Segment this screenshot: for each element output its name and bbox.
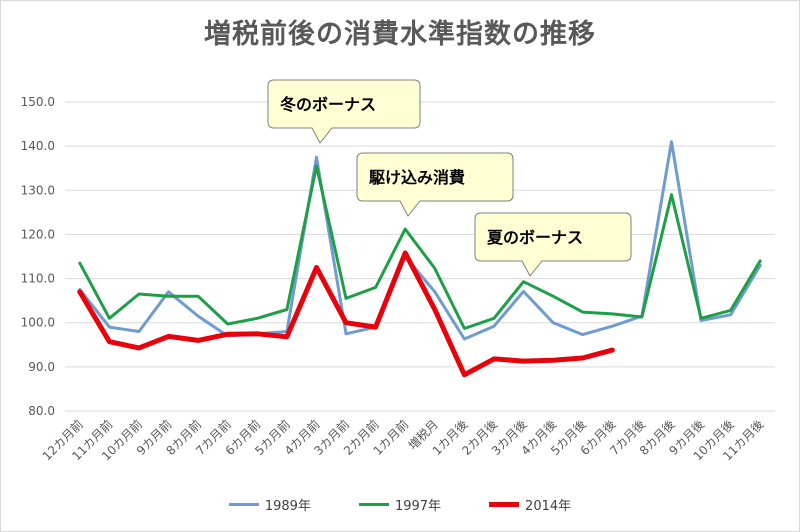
legend: 1989年 1997年 2014年 bbox=[0, 495, 800, 514]
legend-item-1997: 1997年 bbox=[358, 495, 442, 514]
y-tick-label: 110.0 bbox=[21, 272, 55, 286]
y-tick-label: 140.0 bbox=[21, 139, 55, 153]
legend-swatch-1989 bbox=[228, 503, 259, 506]
legend-item-1989: 1989年 bbox=[228, 495, 311, 514]
series-line-1989年 bbox=[78, 140, 762, 341]
callout-text: 駆け込み消費 bbox=[369, 168, 465, 187]
y-tick-label: 100.0 bbox=[21, 316, 55, 330]
callout-text: 夏のボーナス bbox=[486, 228, 583, 247]
grid-lines bbox=[65, 101, 775, 412]
y-tick-label: 120.0 bbox=[21, 227, 55, 241]
legend-swatch-2014 bbox=[489, 502, 520, 507]
callout-bubble bbox=[267, 79, 421, 144]
legend-item-2014: 2014年 bbox=[489, 495, 571, 514]
y-tick-label: 80.0 bbox=[28, 404, 55, 418]
callout-bubble bbox=[356, 152, 514, 217]
y-tick-labels: 80.0 90.0 100.0 110.0 120.0 130.0 140.0 150.0 bbox=[21, 95, 55, 418]
chart-title: 増税前後の消費水準指数の推移 bbox=[204, 19, 596, 50]
legend-label-2014: 2014年 bbox=[525, 499, 572, 514]
x-tick-labels: 12カ月前11カ月前10カ月前9カ月前8カ月前7カ月前6カ月前5カ月前4カ月前3… bbox=[39, 417, 766, 464]
legend-label-1997: 1997年 bbox=[394, 499, 442, 514]
legend-label-1989: 1989年 bbox=[264, 499, 311, 514]
series-lines bbox=[77, 140, 762, 378]
y-tick-label: 150.0 bbox=[21, 95, 55, 109]
callout-bubble bbox=[474, 212, 632, 277]
y-tick-label: 90.0 bbox=[28, 360, 55, 374]
series-line-2014年 bbox=[77, 250, 615, 378]
y-tick-label: 130.0 bbox=[21, 183, 55, 197]
callout-text: 冬のボーナス bbox=[280, 95, 376, 114]
legend-swatch-1997 bbox=[358, 503, 389, 506]
series-line-1997年 bbox=[78, 164, 762, 330]
